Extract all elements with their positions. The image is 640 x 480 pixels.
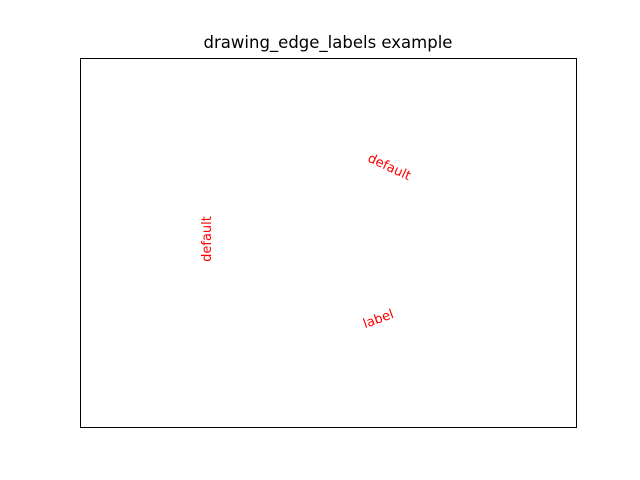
axes-frame bbox=[80, 58, 577, 428]
plot-title: drawing_edge_labels example bbox=[203, 33, 453, 52]
edge-label-default-left: default bbox=[199, 216, 215, 262]
